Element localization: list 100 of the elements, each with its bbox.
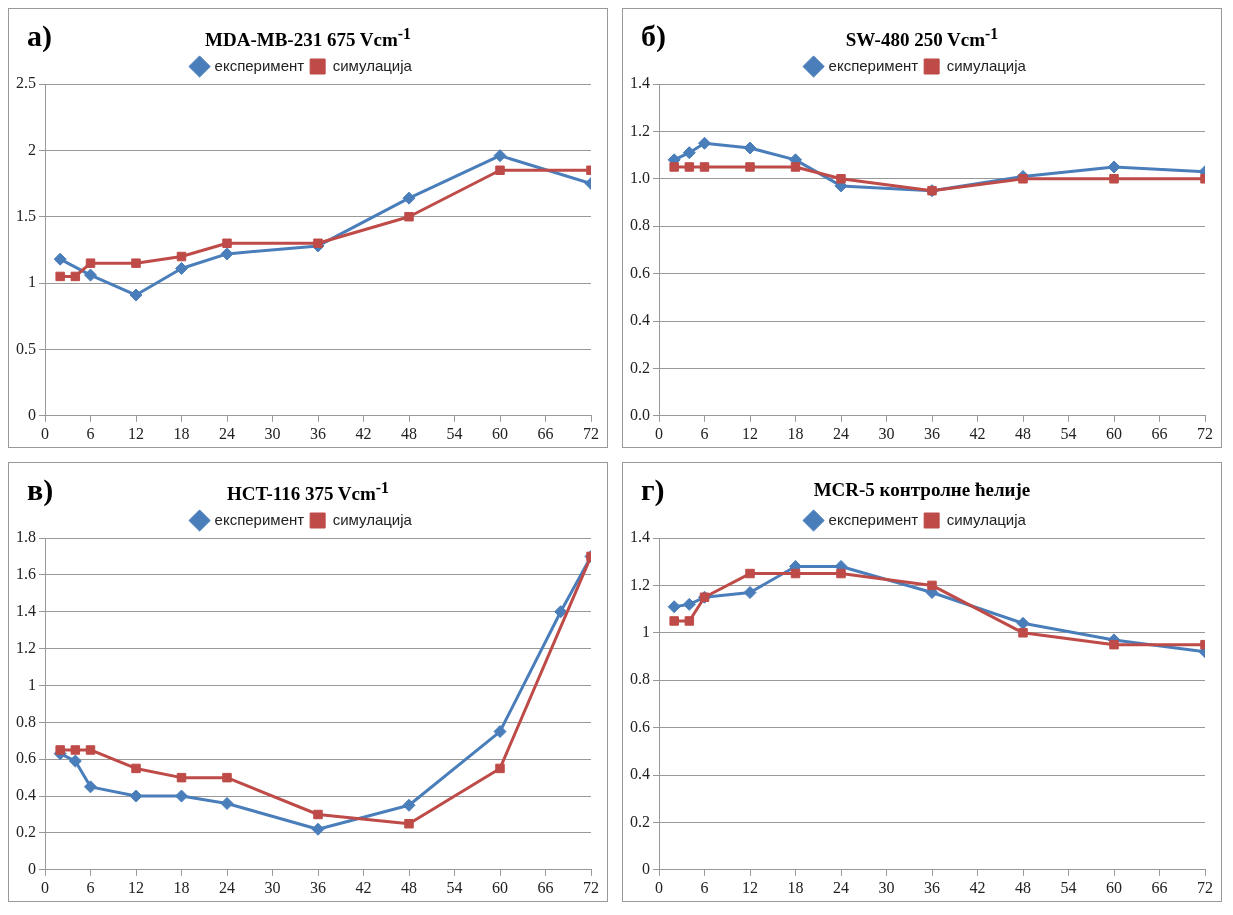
x-tick-label: 30 xyxy=(878,878,895,896)
x-tick-label: 30 xyxy=(264,878,281,896)
point xyxy=(669,162,679,172)
y-tick-label: 0.5 xyxy=(16,339,36,357)
y-tick-label: 0.6 xyxy=(630,263,650,281)
point xyxy=(220,247,234,261)
point xyxy=(55,745,65,755)
y-tick-label: 1.4 xyxy=(630,74,650,92)
point xyxy=(84,780,97,794)
point xyxy=(682,597,696,611)
x-tick-label: 60 xyxy=(1106,424,1122,442)
point xyxy=(1109,639,1119,650)
point xyxy=(404,818,414,829)
x-tick-label: 6 xyxy=(700,878,709,896)
x-tick-label: 42 xyxy=(355,424,372,442)
point xyxy=(745,568,755,579)
point xyxy=(743,141,757,155)
point xyxy=(1018,628,1028,638)
x-tick-label: 18 xyxy=(787,878,804,896)
point xyxy=(175,261,188,275)
point xyxy=(684,162,695,172)
x-tick-label: 48 xyxy=(401,878,417,896)
x-tick-label: 12 xyxy=(128,424,144,442)
point xyxy=(669,616,679,626)
legend-label: експеримент xyxy=(828,56,919,74)
y-tick-label: 1.6 xyxy=(16,565,36,583)
y-tick-label: 0.6 xyxy=(630,717,650,735)
point xyxy=(554,605,568,619)
y-tick-label: 0 xyxy=(28,406,36,423)
point xyxy=(70,745,81,755)
y-tick-label: 1.5 xyxy=(16,206,36,224)
point xyxy=(1018,174,1028,184)
legend-label: симулација xyxy=(332,56,413,74)
point xyxy=(129,288,143,302)
point xyxy=(790,568,801,579)
point xyxy=(684,616,695,626)
chart-title: MDA-MB-231 675 Vcm$^{-1}$ xyxy=(205,25,411,51)
point xyxy=(222,238,232,249)
point xyxy=(743,586,757,600)
point xyxy=(313,238,323,249)
y-tick-label: 0 xyxy=(28,860,36,877)
x-tick-label: 60 xyxy=(492,878,508,896)
y-tick-label: 0 xyxy=(642,860,650,877)
y-tick-label: 0.8 xyxy=(16,712,36,730)
x-tick-label: 36 xyxy=(924,878,940,896)
point xyxy=(404,211,414,222)
legend-label: симулација xyxy=(332,510,413,528)
x-tick-label: 0 xyxy=(41,424,49,442)
point xyxy=(667,600,681,614)
x-tick-label: 48 xyxy=(1015,878,1031,896)
point xyxy=(699,162,710,172)
x-tick-label: 0 xyxy=(41,878,49,896)
point xyxy=(55,271,65,282)
x-tick-label: 42 xyxy=(969,878,986,896)
x-tick-label: 30 xyxy=(264,424,281,442)
point xyxy=(495,165,505,176)
point xyxy=(84,268,97,282)
y-tick-label: 1.2 xyxy=(630,575,650,593)
point xyxy=(129,789,143,803)
point xyxy=(131,258,141,268)
x-tick-label: 24 xyxy=(833,424,849,442)
x-tick-label: 36 xyxy=(310,878,326,896)
legend-label: експеримент xyxy=(214,56,305,74)
y-tick-label: 0.2 xyxy=(630,812,650,830)
y-tick-label: 0.2 xyxy=(630,358,650,376)
x-tick-label: 48 xyxy=(401,424,417,442)
point xyxy=(493,725,507,739)
point xyxy=(682,146,696,160)
point xyxy=(53,252,67,266)
y-tick-label: 0.8 xyxy=(630,670,650,688)
x-tick-label: 48 xyxy=(1015,424,1031,442)
y-tick-label: 1.2 xyxy=(16,638,36,656)
x-tick-label: 12 xyxy=(128,878,144,896)
point xyxy=(175,789,188,803)
x-tick-label: 42 xyxy=(969,424,986,442)
point xyxy=(402,191,416,205)
legend-label: експеримент xyxy=(828,510,919,528)
x-tick-label: 0 xyxy=(655,878,663,896)
y-tick-label: 0.8 xyxy=(630,216,650,234)
text: б) xyxy=(641,19,666,53)
x-tick-label: 6 xyxy=(700,424,709,442)
point xyxy=(836,174,846,184)
x-tick-label: 72 xyxy=(583,424,599,442)
y-tick-label: 1.4 xyxy=(16,601,36,619)
chart-title: SW-480 250 Vcm$^{-1}$ xyxy=(845,25,999,51)
y-tick-label: 0.4 xyxy=(630,311,650,329)
x-tick-label: 66 xyxy=(537,878,554,896)
point xyxy=(698,136,711,150)
x-tick-label: 54 xyxy=(446,424,463,442)
x-tick-label: 54 xyxy=(1060,424,1077,442)
x-tick-label: 6 xyxy=(86,878,95,896)
x-tick-label: 66 xyxy=(537,424,554,442)
point xyxy=(176,251,187,262)
y-tick-label: 0.0 xyxy=(630,406,650,423)
legend-label: симулација xyxy=(946,510,1027,528)
x-tick-label: 72 xyxy=(1197,424,1213,442)
y-tick-label: 1.8 xyxy=(16,528,36,546)
x-tick-label: 12 xyxy=(742,878,758,896)
text: а) xyxy=(27,19,52,53)
x-tick-label: 66 xyxy=(1151,424,1168,442)
